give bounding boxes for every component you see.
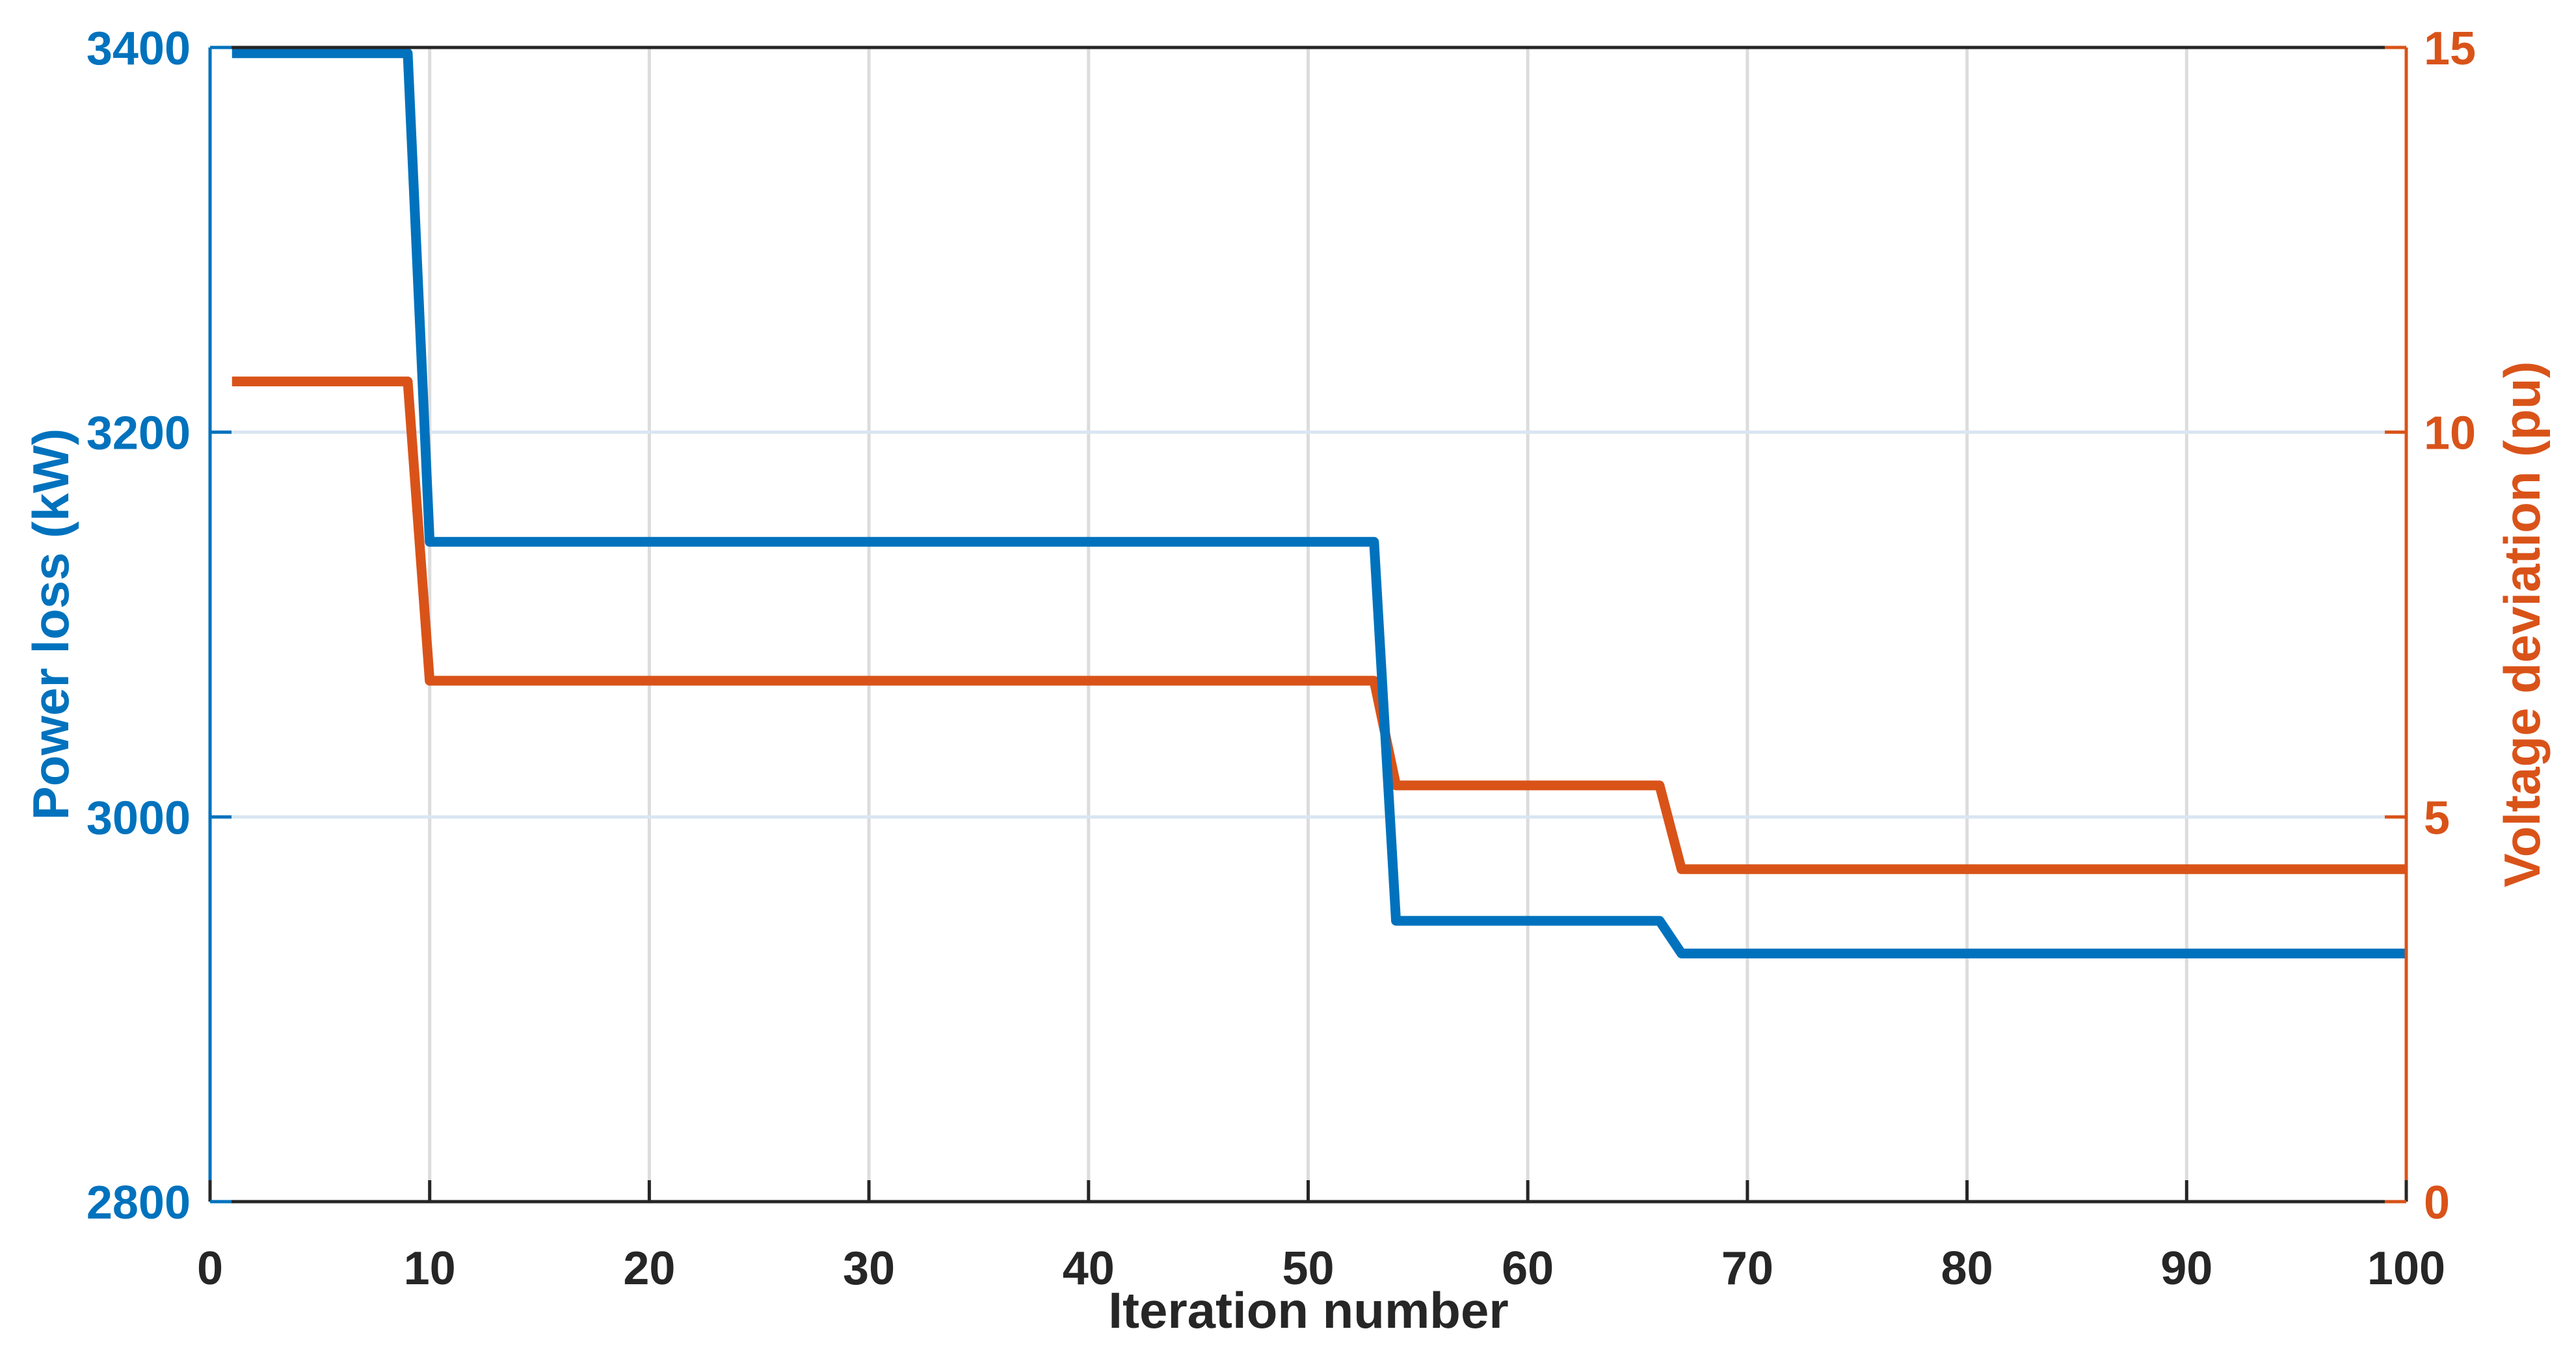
- horizontal-gridlines: [210, 430, 2406, 819]
- power-loss-line: [232, 48, 2406, 958]
- x-tick-label: 20: [623, 1243, 675, 1295]
- right-y-tick-label: 5: [2424, 792, 2450, 844]
- left-y-tick-label: 3200: [86, 408, 191, 460]
- x-tick-label: 30: [843, 1243, 895, 1295]
- x-tick-label: 0: [197, 1243, 223, 1295]
- tick-labels: 0 10 20 30 40 50 60 70 80 90 100 2800 3000 3200 3400 0 5…: [86, 23, 2476, 1295]
- tick-marks: [208, 46, 2408, 1204]
- x-axis-label: Iteration number: [1108, 1282, 1508, 1339]
- x-tick-label: 90: [2160, 1243, 2212, 1295]
- left-y-tick-label: 3000: [86, 792, 191, 844]
- vertical-gridlines: [428, 47, 2188, 1202]
- x-tick-label: 60: [1502, 1243, 1554, 1295]
- x-tick-label: 70: [1721, 1243, 1773, 1295]
- x-tick-label: 80: [1941, 1243, 1993, 1295]
- left-y-tick-label: 3400: [86, 23, 191, 75]
- x-tick-label: 50: [1282, 1243, 1334, 1295]
- x-tick-label: 100: [2367, 1243, 2445, 1295]
- x-tick-label: 40: [1063, 1243, 1115, 1295]
- x-tick-label: 10: [404, 1243, 456, 1295]
- series-lines: [232, 48, 2406, 958]
- right-y-tick-label: 15: [2424, 23, 2476, 75]
- right-y-tick-label: 0: [2424, 1177, 2450, 1229]
- right-y-tick-label: 10: [2424, 408, 2476, 460]
- left-y-axis-label: Power loss (kW): [22, 429, 79, 820]
- left-y-tick-label: 2800: [86, 1177, 191, 1229]
- voltage-deviation-line: [232, 376, 2406, 875]
- right-y-axis-label: Voltage deviation (pu): [2493, 362, 2551, 888]
